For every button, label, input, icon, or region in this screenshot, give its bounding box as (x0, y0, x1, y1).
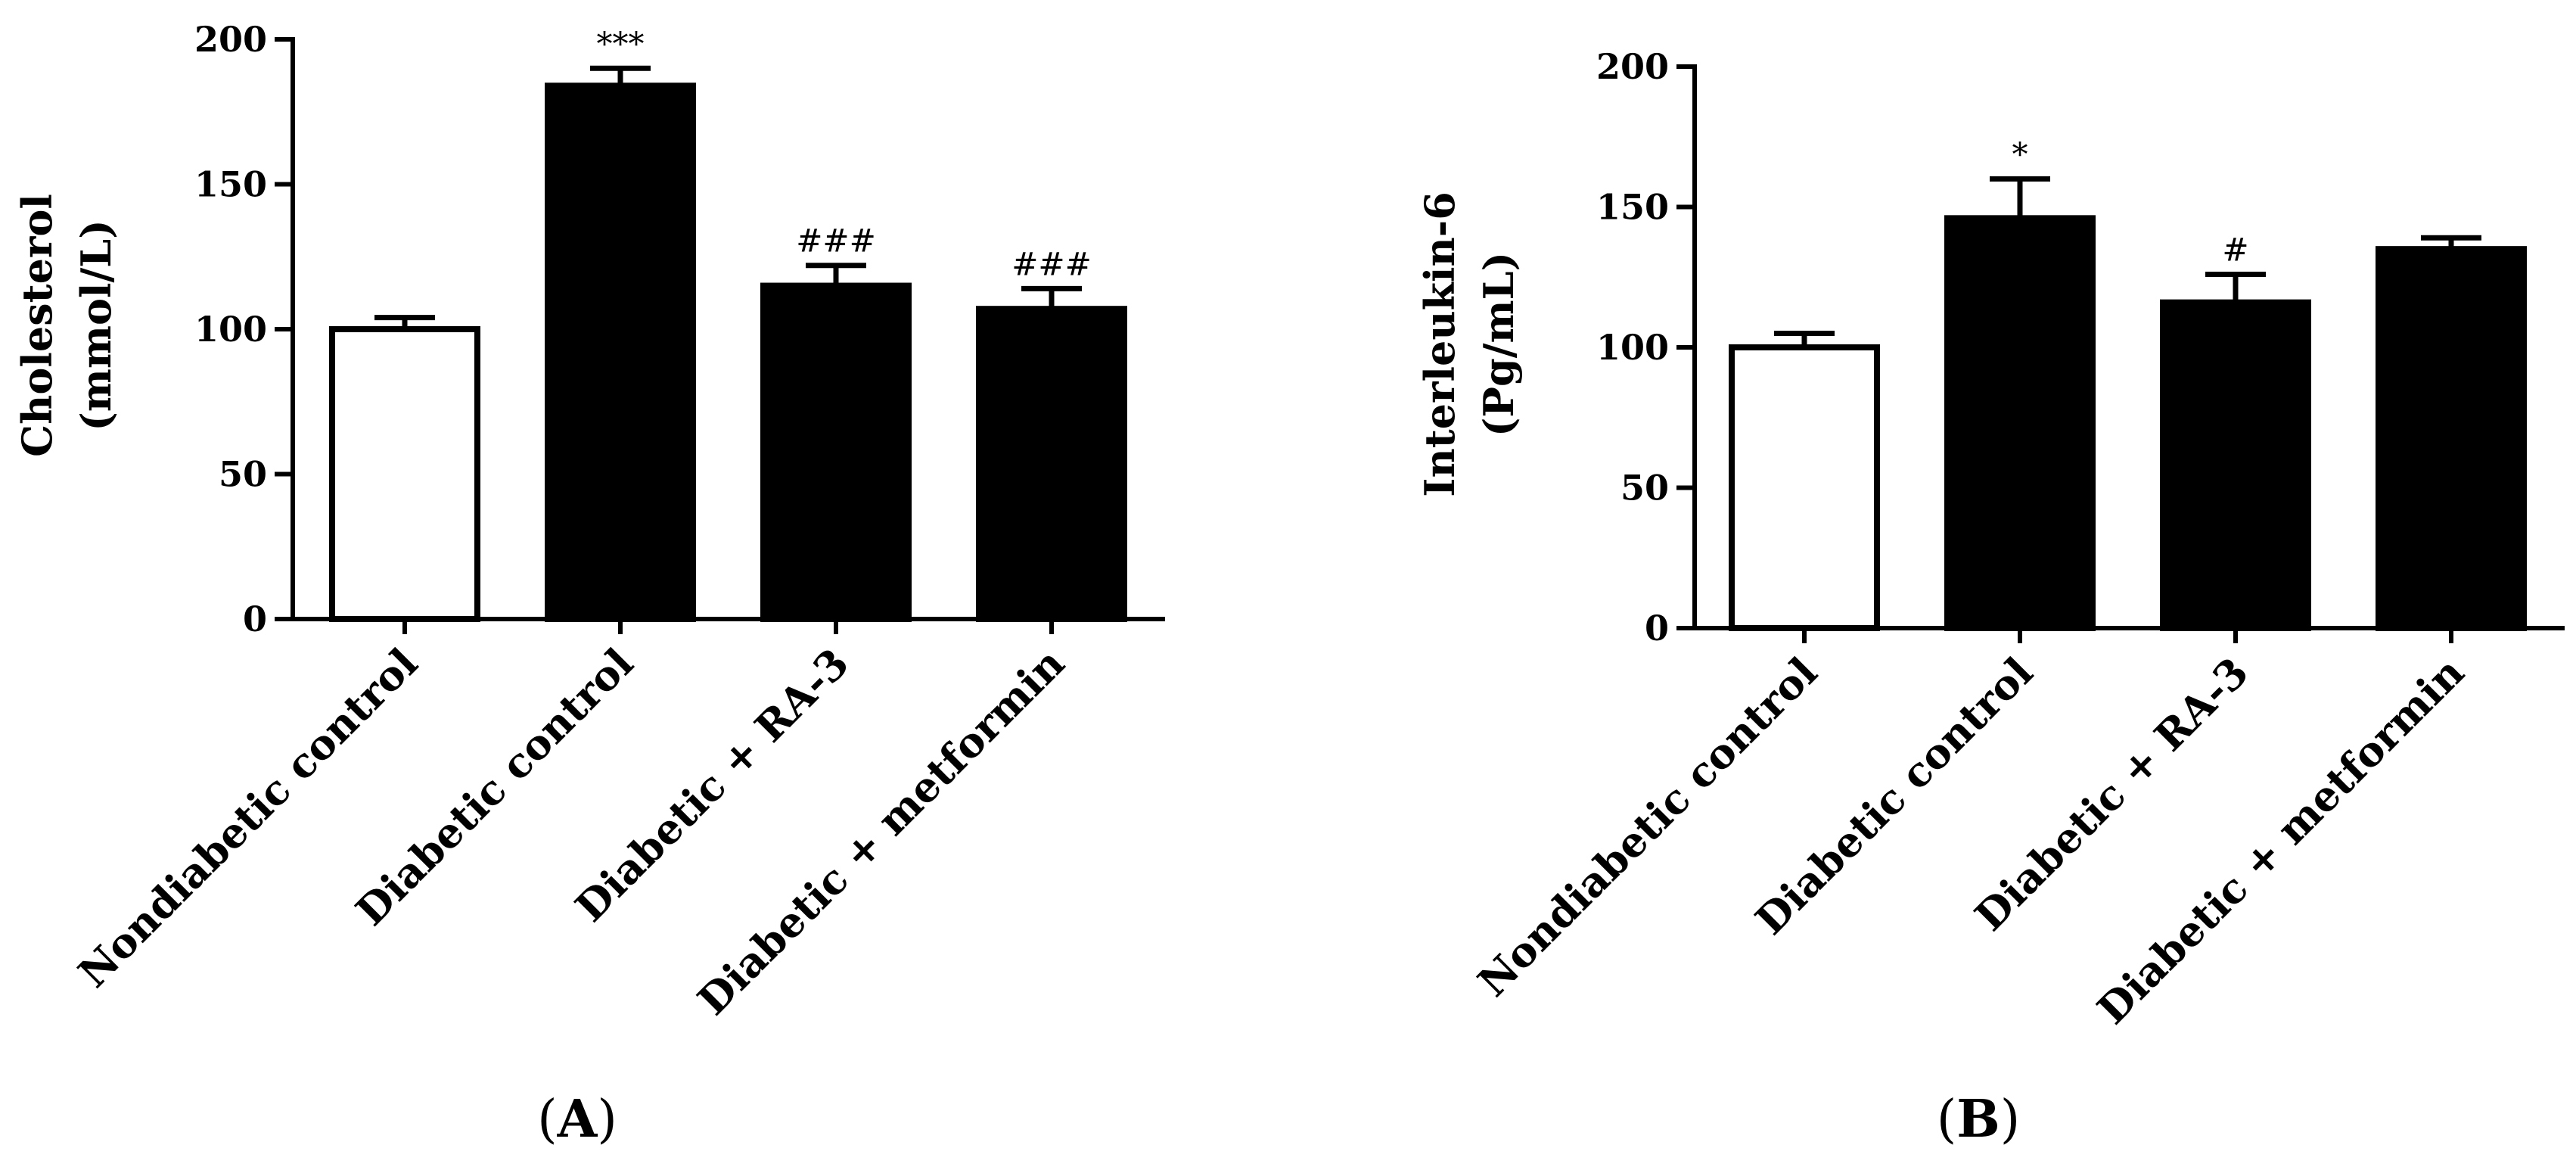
bar (329, 326, 480, 622)
y-tick-label: 150 (194, 164, 267, 205)
bar (1944, 215, 2096, 631)
panel-label-open-paren: ( (537, 1090, 558, 1150)
y-axis-label: Cholesterol (13, 194, 61, 457)
significance-label: ### (796, 222, 876, 260)
y-tick-label: 0 (1645, 608, 1669, 649)
y-axis-label: Interleukin-6 (1415, 191, 1464, 497)
x-tick-label: Nondiabetic control (69, 639, 427, 997)
panel-label-letter: B (1956, 1089, 2000, 1150)
x-tick-label: Diabetic + metformin (688, 639, 1074, 1025)
bar (545, 82, 696, 622)
bar (2160, 299, 2311, 631)
panel-label-letter: A (557, 1089, 598, 1150)
bar (760, 282, 912, 622)
significance-label: *** (597, 25, 645, 62)
y-axis-unit-label: (mmol/L) (72, 219, 120, 431)
y-tick-label: 150 (1596, 187, 1669, 228)
significance-label: # (2222, 232, 2248, 269)
y-tick-label: 100 (1596, 327, 1669, 368)
bar (976, 306, 1127, 622)
chart-panel-b: 0 50 100 150 200 Interleukin-6 (Pg/mL) Nondiabe… (1415, 46, 2565, 1150)
y-tick-label: 200 (1596, 46, 1669, 87)
panel-label: (B) (1937, 1089, 2021, 1150)
panel-label-close-paren: ) (2000, 1090, 2021, 1150)
chart-panel-a: 0 50 100 150 200 Cholesterol (mmol/L) Nondiabet… (13, 19, 1165, 1150)
y-tick-label: 0 (243, 599, 267, 639)
x-tick-label: Nondiabetic control (1468, 648, 1826, 1006)
bar (2376, 246, 2527, 631)
x-tick-label: Diabetic + metformin (2088, 648, 2474, 1034)
y-tick-label: 50 (1620, 468, 1669, 509)
panel-label-close-paren: ) (597, 1090, 617, 1150)
y-tick-label: 200 (194, 19, 267, 60)
y-axis-unit-label: (Pg/mL) (1474, 252, 1523, 437)
panel-label-open-paren: ( (1937, 1090, 1957, 1150)
bar (1729, 344, 1880, 631)
significance-label: * (2012, 135, 2028, 173)
y-tick-label: 50 (219, 454, 267, 495)
panel-label: (A) (537, 1089, 617, 1150)
y-tick-label: 100 (194, 309, 267, 350)
significance-label: ### (1011, 245, 1092, 282)
